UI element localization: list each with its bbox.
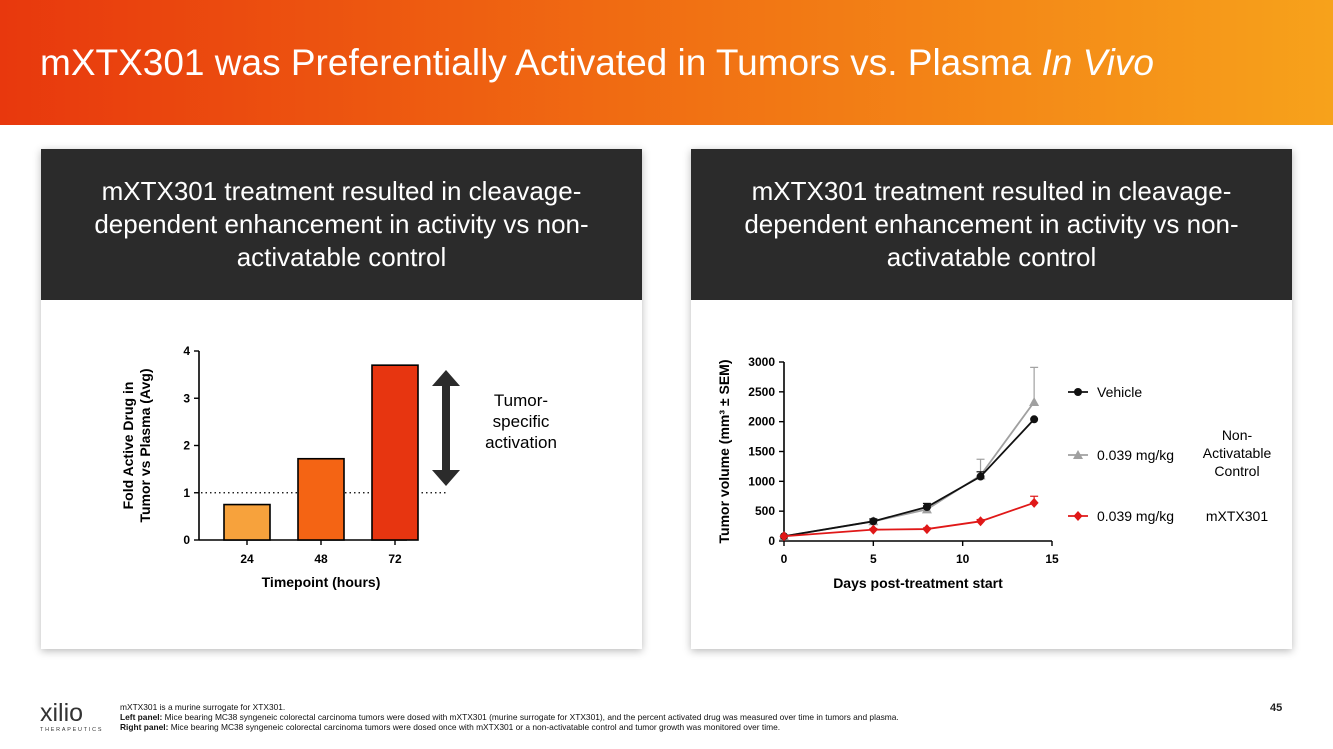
- y-tick-label: 1500: [748, 445, 775, 459]
- right-panel-heading: mXTX301 treatment resulted in cleavage-d…: [691, 149, 1292, 300]
- arrow-head-up: [432, 370, 460, 386]
- annotation-line: Tumor-: [494, 391, 548, 410]
- x-tick-label: 48: [314, 552, 328, 566]
- series-2: [779, 495, 1039, 542]
- slide-title: mXTX301 was Preferentially Activated in …: [40, 42, 1154, 84]
- series-0: [780, 415, 1039, 541]
- legend-label: 0.039 mg/kg: [1097, 447, 1174, 463]
- y-tick-label: 500: [755, 504, 775, 518]
- legend-label: Vehicle: [1097, 384, 1142, 400]
- x-tick-label: 72: [388, 552, 402, 566]
- mxtx301-label: mXTX301: [1206, 508, 1268, 524]
- bar-chart: 0 1 2 3 4 24 48 72 Timepoint (hours) Fold Active …: [120, 344, 557, 590]
- y-axis-title: Tumor volume (mm³ ± SEM): [716, 360, 732, 544]
- data-point: [1030, 415, 1039, 424]
- y-tick-label: 2: [183, 439, 190, 453]
- footnote-line-1: mXTX301 is a murine surrogate for XTX301…: [120, 702, 286, 712]
- footnote-right-text: Mice bearing MC38 syngeneic colorectal c…: [168, 722, 781, 732]
- logo-word: xilio: [40, 699, 84, 727]
- arrow-shaft: [442, 384, 450, 472]
- arrow-head-down: [432, 470, 460, 486]
- x-tick-label: 10: [956, 552, 970, 566]
- x-axis-title: Timepoint (hours): [262, 574, 381, 590]
- group-label-line: Activatable: [1203, 445, 1272, 461]
- slide-title-italic: In Vivo: [1041, 42, 1154, 83]
- legend-swatch-marker: [1074, 388, 1082, 396]
- line-chart: 0 500 1000 1500 2000 2500 3000 0 5 10 15 Days post-…: [716, 355, 1272, 591]
- slide-title-main: mXTX301 was Preferentially Activated in …: [40, 42, 1042, 83]
- footnote-left-text: Mice bearing MC38 syngeneic colorectal c…: [162, 712, 899, 722]
- series-line: [783, 418, 1035, 538]
- data-point: [922, 502, 931, 511]
- left-panel-heading-text: mXTX301 treatment resulted in cleavage-d…: [94, 176, 589, 272]
- y-tick-label: 1: [183, 486, 190, 500]
- bar-24: [223, 503, 271, 541]
- bar-48: [297, 457, 345, 541]
- data-point: [1029, 396, 1040, 406]
- y-tick-label: 2000: [748, 415, 775, 429]
- legend-swatch-marker: [1073, 450, 1083, 459]
- tumor-specific-activation-label: Tumor-specific activation: [485, 391, 557, 452]
- footnotes: mXTX301 is a murine surrogate for XTX301…: [120, 702, 1270, 732]
- page-number: 45: [1270, 702, 1283, 714]
- series-line: [783, 501, 1035, 538]
- x-tick-label: 24: [240, 552, 254, 566]
- footnote-left-label: Left panel:: [120, 712, 163, 722]
- x-axis-title: Days post-treatment start: [833, 575, 1003, 591]
- x-tick-label: 5: [870, 552, 877, 566]
- x-tick-label: 15: [1045, 552, 1059, 566]
- footnote-line-3: Right panel: Mice bearing MC38 syngeneic…: [120, 722, 1270, 732]
- data-point: [868, 524, 878, 535]
- group-label-line: Control: [1214, 463, 1259, 479]
- annotation-line: specific: [493, 412, 550, 431]
- non-activatable-control-label: Non- Activatable Control: [1203, 427, 1272, 479]
- left-panel: mXTX301 treatment resulted in cleavage-d…: [41, 149, 642, 649]
- y-axis-title-line: Fold Active Drug in: [120, 382, 136, 510]
- xilio-logo: xilio THERAPEUTICS: [40, 700, 110, 736]
- footnote-line-2: Left panel: Mice bearing MC38 syngeneic …: [120, 712, 1270, 722]
- y-tick-label: 2500: [748, 385, 775, 399]
- data-point: [779, 531, 789, 542]
- annotation-line: activation: [485, 433, 557, 452]
- y-tick-label: 4: [183, 344, 190, 358]
- right-panel: mXTX301 treatment resulted in cleavage-d…: [691, 149, 1292, 649]
- y-tick-label: 3: [183, 391, 190, 405]
- data-point: [976, 472, 985, 481]
- y-tick-label: 0: [183, 533, 190, 547]
- y-tick-label: 1000: [748, 474, 775, 488]
- footnote-right-label: Right panel:: [120, 722, 169, 732]
- data-point: [869, 517, 878, 526]
- left-panel-heading: mXTX301 treatment resulted in cleavage-d…: [41, 149, 642, 300]
- y-axis-title-line: Tumor vs Plasma (Avg): [137, 368, 153, 522]
- bar-72: [371, 364, 419, 541]
- group-label-line: Non-: [1222, 427, 1253, 443]
- title-banner: mXTX301 was Preferentially Activated in …: [0, 0, 1333, 125]
- x-tick-label: 0: [781, 552, 788, 566]
- data-point: [1029, 497, 1039, 508]
- y-tick-label: 3000: [748, 355, 775, 369]
- y-tick-label: 0: [768, 534, 775, 548]
- logo-subtitle: THERAPEUTICS: [40, 727, 104, 733]
- data-point: [922, 524, 932, 535]
- data-point: [976, 516, 986, 527]
- y-axis-title: Fold Active Drug inTumor vs Plasma (Avg): [120, 368, 153, 522]
- legend-swatch-marker: [1073, 511, 1083, 521]
- legend-label: 0.039 mg/kg: [1097, 508, 1174, 524]
- right-panel-heading-text: mXTX301 treatment resulted in cleavage-d…: [744, 176, 1239, 272]
